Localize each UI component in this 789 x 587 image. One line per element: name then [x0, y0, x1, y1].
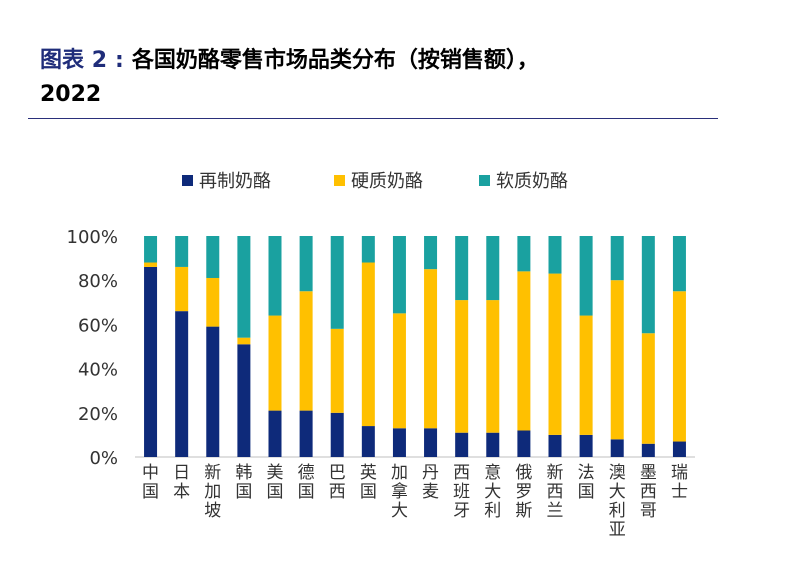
x-tick-label: 德国	[298, 463, 315, 502]
bar-segment	[610, 236, 624, 281]
legend-swatch	[479, 175, 490, 186]
bar-segment	[361, 262, 375, 427]
y-tick-label: 80%	[78, 271, 118, 292]
bar-segment	[237, 344, 251, 457]
bar-segment	[361, 426, 375, 457]
bar-segment	[517, 430, 531, 457]
x-tick-label: 丹麦	[422, 463, 439, 502]
x-tick-label: 法国	[578, 463, 595, 502]
bar-segment	[175, 236, 189, 267]
bar-segment	[672, 441, 686, 457]
x-tick-label: 墨西哥	[640, 463, 657, 521]
bar-segment	[641, 443, 655, 457]
figure-separator: :	[115, 48, 124, 73]
bar-segment	[517, 271, 531, 431]
bar-segment	[455, 236, 469, 301]
x-tick-label: 意大利	[484, 463, 501, 521]
y-tick-label: 40%	[78, 360, 118, 381]
x-tick-label: 日本	[173, 463, 190, 502]
chart-title: 图表 2: 各国奶酪零售市场品类分布（按销售额）， 2022	[40, 44, 710, 112]
bar-segment	[672, 291, 686, 442]
bar-segment	[392, 428, 406, 457]
bar-segment	[144, 262, 158, 267]
bar-segment	[330, 412, 344, 457]
x-tick-label: 新加坡	[204, 463, 221, 521]
x-tick-label: 俄罗斯	[515, 463, 532, 521]
bar-segment	[610, 439, 624, 457]
bar-segment	[361, 236, 375, 263]
bar-segment	[144, 236, 158, 263]
bar-segment	[579, 236, 593, 316]
x-tick-label: 加拿大	[391, 463, 408, 521]
x-tick-label: 中国	[142, 463, 159, 502]
legend-label: 软质奶酪	[496, 171, 568, 192]
figure-label: 图表	[40, 48, 85, 73]
bar-segment	[424, 269, 438, 429]
bar-segment	[299, 291, 313, 411]
bar-segment	[579, 434, 593, 457]
bar-segment	[268, 236, 282, 316]
x-tick-label: 瑞士	[671, 463, 688, 502]
bar-segment	[268, 410, 282, 457]
bar-segment	[486, 300, 500, 433]
bar-segment	[299, 236, 313, 292]
x-tick-label: 韩国	[235, 463, 252, 502]
figure-number: 2	[91, 48, 107, 73]
bar-segment	[237, 337, 251, 345]
x-tick-label: 英国	[360, 463, 377, 502]
bar-segment	[268, 315, 282, 411]
bar-segment	[641, 236, 655, 334]
bar-segment	[175, 266, 189, 312]
bar-segment	[299, 410, 313, 457]
y-tick-label: 20%	[78, 404, 118, 425]
title-divider	[28, 118, 718, 119]
bar-segment	[672, 236, 686, 292]
bar-segment	[486, 432, 500, 457]
bar-segment	[579, 315, 593, 435]
legend-label: 硬质奶酪	[351, 171, 423, 192]
bar-segment	[641, 333, 655, 444]
x-tick-label: 新西兰	[547, 463, 564, 521]
bar-segment	[424, 236, 438, 270]
y-tick-label: 100%	[67, 227, 118, 248]
bar-segment	[330, 236, 344, 329]
title-year: 2022	[40, 82, 102, 107]
bar-segment	[517, 236, 531, 272]
x-tick-label: 西班牙	[453, 463, 470, 521]
bar-segment	[237, 236, 251, 338]
x-tick-label: 澳大利亚	[609, 463, 626, 540]
bar-segment	[548, 434, 562, 457]
bar-segment	[330, 328, 344, 413]
bar-segment	[206, 326, 220, 457]
x-tick-label: 巴西	[329, 463, 346, 502]
legend-swatch	[334, 175, 345, 186]
bar-segment	[392, 313, 406, 429]
y-tick-label: 0%	[89, 448, 118, 469]
bar-segment	[455, 432, 469, 457]
title-text: 各国奶酪零售市场品类分布（按销售额），	[131, 48, 539, 73]
bar-segment	[486, 236, 500, 301]
legend-label: 再制奶酪	[199, 171, 271, 192]
bar-segment	[424, 428, 438, 457]
legend-swatch	[182, 175, 193, 186]
bar-segment	[392, 236, 406, 314]
bar-segment	[455, 300, 469, 433]
y-tick-label: 60%	[78, 315, 118, 336]
bar-segment	[548, 236, 562, 274]
bar-segment	[144, 266, 158, 457]
x-tick-label: 美国	[267, 463, 284, 502]
bar-segment	[548, 273, 562, 435]
bar-segment	[610, 280, 624, 440]
bar-segment	[206, 236, 220, 278]
bar-segment	[175, 311, 189, 457]
bar-segment	[206, 277, 220, 327]
